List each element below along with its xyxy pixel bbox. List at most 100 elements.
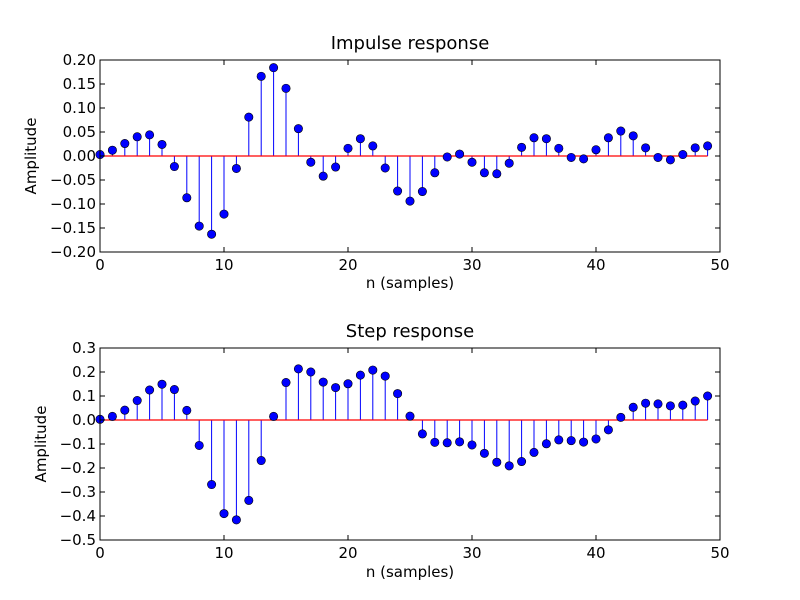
step-y-tick-label: 0.0 bbox=[72, 411, 96, 429]
impulse-stems bbox=[95, 63, 713, 239]
step-stem-marker bbox=[603, 425, 613, 435]
impulse-stem-marker bbox=[492, 169, 502, 179]
impulse-x-tick-label: 20 bbox=[338, 256, 357, 274]
impulse-stem-marker bbox=[690, 143, 700, 153]
step-x-axis-label: n (samples) bbox=[366, 563, 454, 581]
step-stem-marker bbox=[504, 461, 514, 471]
step-stem-marker bbox=[207, 480, 217, 490]
impulse-y-tick-label: −0.05 bbox=[50, 171, 96, 189]
impulse-stem-marker bbox=[628, 131, 638, 141]
step-stem-marker bbox=[703, 391, 713, 401]
impulse-stem-marker bbox=[541, 134, 551, 144]
step-stem-marker bbox=[182, 405, 192, 415]
step-stem-marker bbox=[517, 457, 527, 467]
step-y-tick-label: 0.2 bbox=[72, 363, 96, 381]
impulse-stem-marker bbox=[591, 145, 601, 155]
impulse-stem-marker bbox=[256, 71, 266, 81]
impulse-y-tick-label: 0.05 bbox=[63, 123, 96, 141]
impulse-stem-marker bbox=[207, 229, 217, 239]
impulse-stem-marker bbox=[281, 83, 291, 93]
step-stem-marker bbox=[256, 456, 266, 466]
impulse-stem-marker bbox=[343, 143, 353, 153]
step-stem-marker bbox=[368, 365, 378, 375]
impulse-stem-marker bbox=[430, 168, 440, 178]
impulse-stem-marker bbox=[157, 139, 167, 149]
impulse-stem-marker bbox=[579, 154, 589, 164]
step-stem-marker bbox=[169, 385, 179, 395]
impulse-y-axis-label: Amplitude bbox=[22, 118, 40, 195]
impulse-stem-marker bbox=[603, 133, 613, 143]
step-stem-marker bbox=[281, 378, 291, 388]
step-x-tick-label: 10 bbox=[214, 544, 233, 562]
step-stem-marker bbox=[566, 436, 576, 446]
step-stem-marker bbox=[690, 396, 700, 406]
step-y-axis-label: Amplitude bbox=[32, 406, 50, 483]
step-y-tick-label: −0.3 bbox=[60, 483, 96, 501]
step-x-tick-label: 30 bbox=[462, 544, 481, 562]
impulse-stem-marker bbox=[194, 221, 204, 231]
impulse-x-tick-label: 0 bbox=[95, 256, 105, 274]
impulse-response-axes: Impulse response 0 10 20 30 40 50 −0.20 −0.15 −0… bbox=[22, 33, 730, 292]
step-stem-marker bbox=[665, 401, 675, 411]
impulse-x-axis-label: n (samples) bbox=[366, 274, 454, 292]
impulse-plot-frame bbox=[99, 59, 721, 253]
impulse-y-tick-label: 0.00 bbox=[63, 147, 96, 165]
step-stem-marker bbox=[653, 399, 663, 409]
step-stem-marker bbox=[641, 398, 651, 408]
step-stem-marker bbox=[380, 371, 390, 381]
step-stem-marker bbox=[219, 509, 229, 519]
step-stem-marker bbox=[405, 411, 415, 421]
impulse-x-tick-label: 40 bbox=[586, 256, 605, 274]
step-stem-marker bbox=[269, 411, 279, 421]
impulse-stem-marker bbox=[269, 63, 279, 73]
impulse-y-tick-label: 0.15 bbox=[63, 75, 96, 93]
impulse-stem-marker bbox=[318, 171, 328, 181]
impulse-x-tick-label: 50 bbox=[710, 256, 729, 274]
step-stem-marker bbox=[529, 447, 539, 457]
step-stem-marker bbox=[355, 370, 365, 380]
impulse-x-tick-label: 10 bbox=[214, 256, 233, 274]
step-stem-marker bbox=[579, 437, 589, 447]
impulse-stem-marker bbox=[616, 126, 626, 136]
impulse-stem-marker bbox=[132, 132, 142, 142]
impulse-x-tick-label: 30 bbox=[462, 256, 481, 274]
impulse-stem-marker bbox=[380, 163, 390, 173]
step-stem-marker bbox=[442, 438, 452, 448]
impulse-stem-marker bbox=[368, 141, 378, 151]
impulse-y-tick-label: −0.15 bbox=[50, 219, 96, 237]
step-x-tick-label: 40 bbox=[586, 544, 605, 562]
impulse-stem-marker bbox=[169, 162, 179, 172]
step-y-tick-label: 0.3 bbox=[72, 339, 96, 357]
step-stem-marker bbox=[120, 405, 130, 415]
step-stem-marker bbox=[417, 429, 427, 439]
step-stem-marker bbox=[145, 385, 155, 395]
step-x-tick-label: 20 bbox=[338, 544, 357, 562]
impulse-stem-marker bbox=[231, 163, 241, 173]
impulse-stem-marker bbox=[120, 139, 130, 149]
impulse-stem-marker bbox=[554, 143, 564, 153]
impulse-stem-marker bbox=[219, 209, 229, 219]
step-stem-marker bbox=[244, 495, 254, 505]
step-stems bbox=[95, 364, 713, 525]
step-stem-marker bbox=[293, 364, 303, 374]
impulse-stem-marker bbox=[455, 149, 465, 159]
impulse-stem-marker bbox=[442, 152, 452, 162]
step-stem-marker bbox=[231, 515, 241, 525]
impulse-y-tick-label: −0.10 bbox=[50, 195, 96, 213]
step-stem-marker bbox=[554, 435, 564, 445]
step-stem-marker bbox=[157, 379, 167, 389]
step-stem-marker bbox=[628, 402, 638, 412]
step-ticks: 0 10 20 30 40 50 −0.5 −0.4 −0.3 −0.2 −0.1 0.0 0.1 0.2… bbox=[60, 339, 730, 562]
impulse-y-tick-label: 0.20 bbox=[63, 51, 96, 69]
impulse-y-tick-label: −0.20 bbox=[50, 243, 96, 261]
step-response-title: Step response bbox=[346, 321, 474, 342]
impulse-stem-marker bbox=[306, 157, 316, 167]
step-y-tick-label: −0.1 bbox=[60, 435, 96, 453]
step-x-tick-label: 0 bbox=[95, 544, 105, 562]
step-plot-frame bbox=[99, 347, 721, 541]
impulse-stem-marker bbox=[331, 162, 341, 172]
step-stem-marker bbox=[306, 367, 316, 377]
impulse-y-tick-label: 0.10 bbox=[63, 99, 96, 117]
